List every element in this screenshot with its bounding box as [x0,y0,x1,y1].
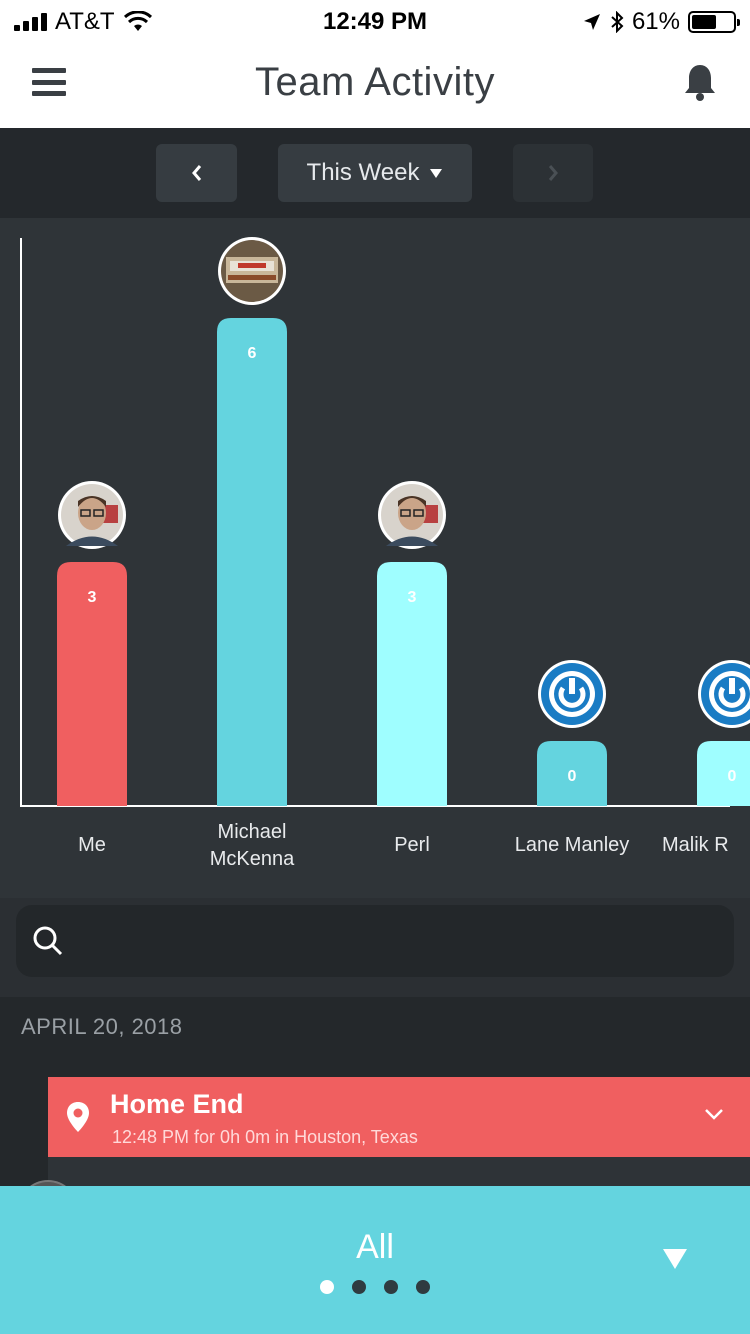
chart-name-label: Malik R [662,834,729,856]
event-title: Home End [110,1089,244,1119]
bar-value-label: 0 [568,768,577,785]
page-title: Team Activity [255,60,495,104]
bar-0[interactable] [57,562,127,806]
triangle-down-icon[interactable] [662,1248,688,1270]
chart-name-label: Lane Manley [514,834,630,856]
carrier-label: AT&T [55,8,115,35]
bar-value-label: 3 [88,589,97,606]
bar-chart-svg: 3 6 3 0 0 [20,237,750,807]
filter-label: All [356,1228,394,1266]
bar-value-label: 3 [408,589,417,606]
status-time: 12:49 PM [322,8,428,35]
chart-axis [20,238,730,807]
page-dot[interactable] [416,1280,430,1294]
previous-period-button[interactable] [156,144,237,202]
filter-bar[interactable]: All [0,1186,750,1334]
bell-icon[interactable] [682,62,718,102]
status-bar: AT&T 12:49 PM 61% [0,0,750,40]
bar-1[interactable] [217,318,287,806]
next-period-button[interactable] [513,144,593,202]
battery-percent: 61% [631,8,680,35]
page-dot[interactable] [352,1280,366,1294]
power-logo-icon[interactable] [538,660,606,728]
battery-icon [688,11,740,33]
avatar[interactable] [378,481,446,549]
status-left: AT&T [14,8,153,36]
chevron-right-icon [548,165,558,181]
feed-event-card[interactable]: Home End 12:48 PM for 0h 0m in Houston, … [48,1077,750,1157]
search-field[interactable] [16,905,734,977]
wifi-icon [123,11,152,31]
page-dot[interactable] [384,1280,398,1294]
chart-name-label: Michael McKenna [209,821,295,870]
bar-2[interactable] [377,562,447,806]
bar-3[interactable] [537,741,607,806]
signal-icon [14,13,47,31]
period-dropdown[interactable]: This Week [278,144,472,202]
power-logo-icon[interactable] [698,660,750,728]
location-pin-icon [67,1102,89,1132]
period-selector: This Week [0,128,750,218]
status-right: 61% [582,8,740,36]
page-dot[interactable] [320,1280,334,1294]
feed-date-header: APRIL 20, 2018 [21,1014,183,1039]
bar-4[interactable] [697,741,750,806]
chevron-down-icon[interactable] [704,1107,724,1121]
bar-value-label: 0 [728,768,737,785]
page-indicator [0,1280,750,1294]
app-header: Team Activity [0,40,750,128]
avatar[interactable] [218,237,286,305]
chart-name-label: Me [78,834,106,856]
search-icon [33,926,63,956]
avatar[interactable] [58,481,126,549]
caret-down-icon [430,169,443,178]
bar-value-label: 6 [248,345,257,362]
activity-chart: 3 6 3 0 0 Me Michael McKenna Perl Lane Manley Ma… [0,218,750,898]
event-detail: 12:48 PM for 0h 0m in Houston, Texas [112,1127,418,1147]
chart-name-label: Perl [394,834,430,856]
location-arrow-icon [583,14,600,30]
chevron-left-icon [191,165,201,181]
hamburger-menu-icon[interactable] [32,68,66,96]
bluetooth-icon [611,11,624,33]
period-label: This Week [306,159,420,186]
